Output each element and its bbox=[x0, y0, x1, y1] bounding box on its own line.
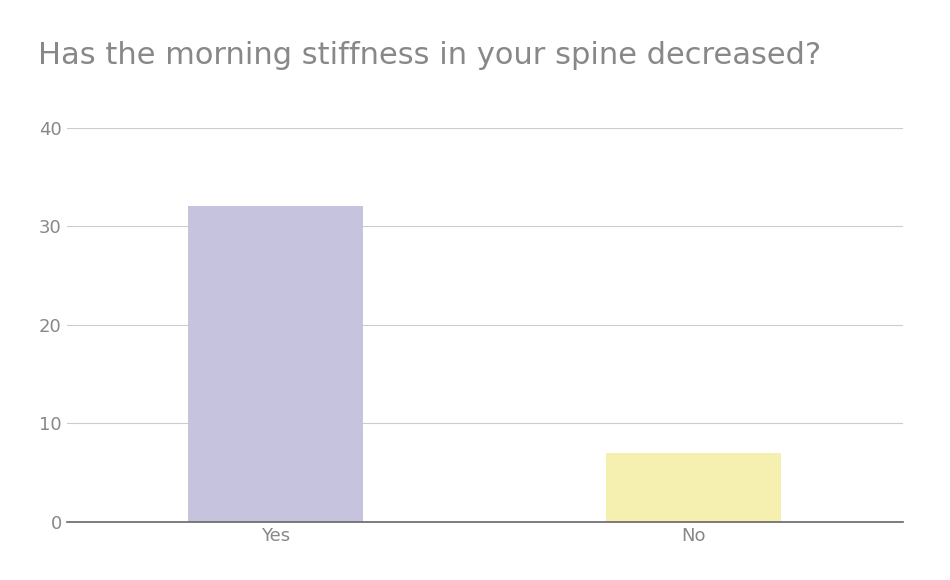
Bar bbox=[188, 206, 363, 522]
Bar bbox=[606, 453, 781, 522]
Text: Has the morning stiffness in your spine decreased?: Has the morning stiffness in your spine … bbox=[38, 41, 821, 70]
